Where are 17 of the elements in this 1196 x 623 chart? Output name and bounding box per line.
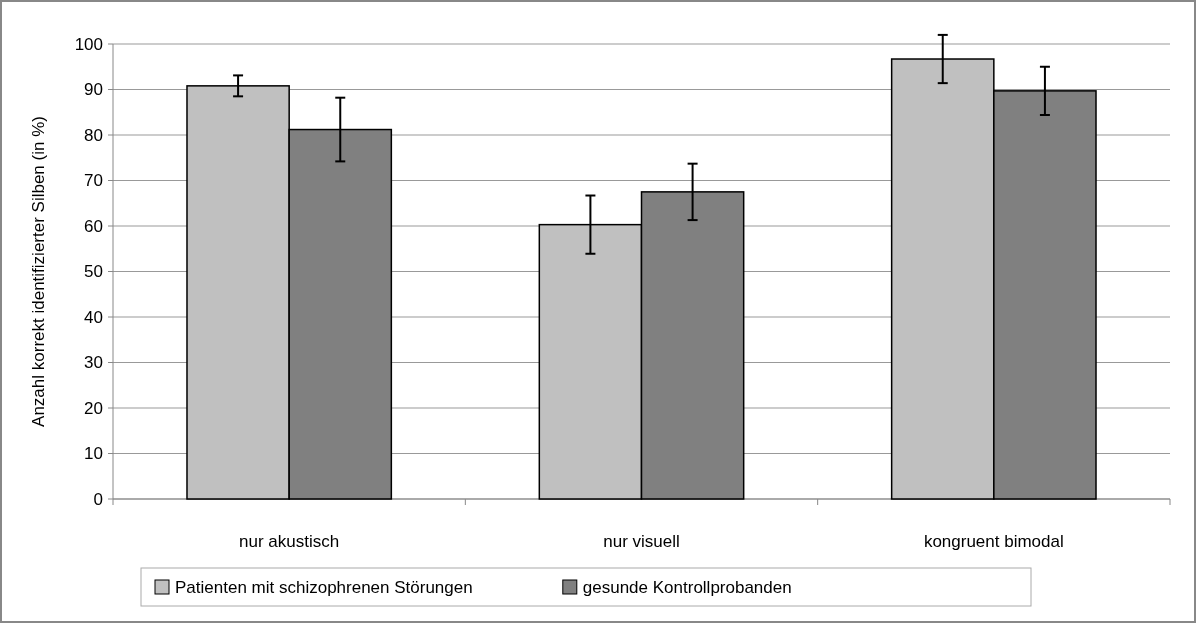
y-tick-label: 20 <box>84 398 103 418</box>
y-tick-label: 40 <box>84 307 103 327</box>
y-tick-label: 70 <box>84 171 103 191</box>
y-tick-label: 90 <box>84 80 103 100</box>
legend-label: Patienten mit schizophrenen Störungen <box>175 577 473 597</box>
y-tick-label: 60 <box>84 216 103 236</box>
y-tick-label: 80 <box>84 125 103 145</box>
y-tick-label: 100 <box>74 34 103 54</box>
x-tick-label: nur akustisch <box>239 532 340 551</box>
y-tick-label: 50 <box>84 262 103 282</box>
y-tick-label: 10 <box>84 444 103 464</box>
x-tick-label: nur visuell <box>603 532 680 551</box>
legend-label: gesunde Kontrollprobanden <box>582 577 792 597</box>
y-axis-title: Anzahl korrekt identifizierter Silben (in %) <box>29 116 48 427</box>
x-tick-label: kongruent bimodal <box>923 532 1064 551</box>
y-tick-label: 30 <box>84 353 103 373</box>
y-tick-label: 0 <box>93 489 103 509</box>
